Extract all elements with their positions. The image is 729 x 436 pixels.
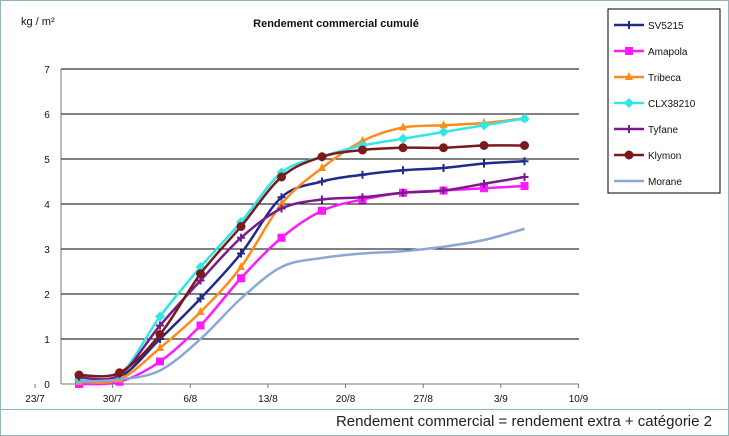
y-tick-label: 4 [44,200,50,211]
data-point [196,321,205,330]
data-point [236,222,246,231]
data-point [317,152,327,162]
legend-item: Tribeca [614,72,681,84]
legend-label: Klymon [648,151,681,162]
x-tick-label: 20/8 [336,394,356,405]
y-tick-label: 6 [44,110,50,121]
legend-label: Tribeca [648,73,681,84]
data-point [196,269,205,279]
legend-item: Morane [614,177,682,188]
data-point [155,311,165,322]
legend-item: SV5215 [614,21,684,32]
data-point [624,150,634,160]
caption-bar: Rendement commercial = rendement extra +… [1,409,728,436]
data-point [520,141,529,150]
series-group [74,113,530,388]
y-axis-label: kg / m² [21,16,55,28]
data-point [277,233,286,242]
legend-label: SV5215 [648,21,684,32]
data-point [438,127,449,137]
data-point [156,343,164,351]
data-point [237,262,245,270]
data-point [480,184,488,193]
data-point [196,307,205,315]
data-point [399,122,407,131]
data-point [358,136,367,144]
x-tick-label: 13/8 [258,394,278,405]
series-klymon [74,141,529,380]
y-tick-label: 7 [44,65,50,76]
data-point [398,143,408,153]
data-point [625,72,633,80]
x-tick-label: 27/8 [413,394,433,405]
y-tick-label: 3 [44,245,50,256]
legend-item: CLX38210 [614,98,696,110]
y-tick-label: 1 [44,335,50,346]
series-line [78,117,525,383]
data-point [277,172,286,182]
data-point [624,98,634,108]
data-point [277,199,286,207]
data-point [479,120,489,131]
data-point [155,330,165,339]
data-point [520,182,529,190]
data-point [358,145,367,155]
legend: SV5215 Amapola Tribeca CLX38210 Tyfane Klymon… [607,8,721,194]
y-tick-label: 0 [44,380,50,391]
legend-item: Tyfane [614,125,678,136]
series-morane [78,227,525,383]
y-tick-label: 2 [44,290,50,301]
x-tick-label: 10/9 [569,394,589,405]
legend-label: Tyfane [648,125,678,136]
legend-label: Amapola [648,47,688,58]
data-point [519,113,530,124]
caption-text: Rendement commercial = rendement extra +… [335,413,712,430]
data-point [74,370,84,380]
data-point [398,133,408,144]
data-point [237,274,245,283]
data-point [479,141,489,150]
x-tick-label: 23/7 [25,394,45,405]
data-point [439,143,448,153]
y-tick-label: 5 [44,155,50,166]
data-point [318,206,326,215]
legend-label: CLX38210 [648,99,696,110]
data-point [156,357,164,366]
grid [61,68,579,340]
legend-item: Amapola [614,47,688,58]
x-tick-label: 6/8 [183,394,197,405]
data-point [625,47,633,55]
legend-item: Klymon [614,150,681,162]
series-line [78,227,525,383]
data-point [318,163,326,171]
data-point [115,368,124,378]
series-line [78,160,525,383]
data-point [439,120,448,129]
x-tick-label: 3/9 [494,394,508,405]
x-tick-label: 30/7 [103,394,123,405]
axes: 0 1 2 3 4 5 6 7 23/7 30/7 6/8 13/8 20/8 27/8 3/9 10/9 [25,65,588,405]
legend-label: Morane [648,177,682,188]
chart-title: Rendement commercial cumulé [253,18,419,30]
chart-svg: kg / m² Rendement commercial cumulé 0123… [21,8,721,405]
